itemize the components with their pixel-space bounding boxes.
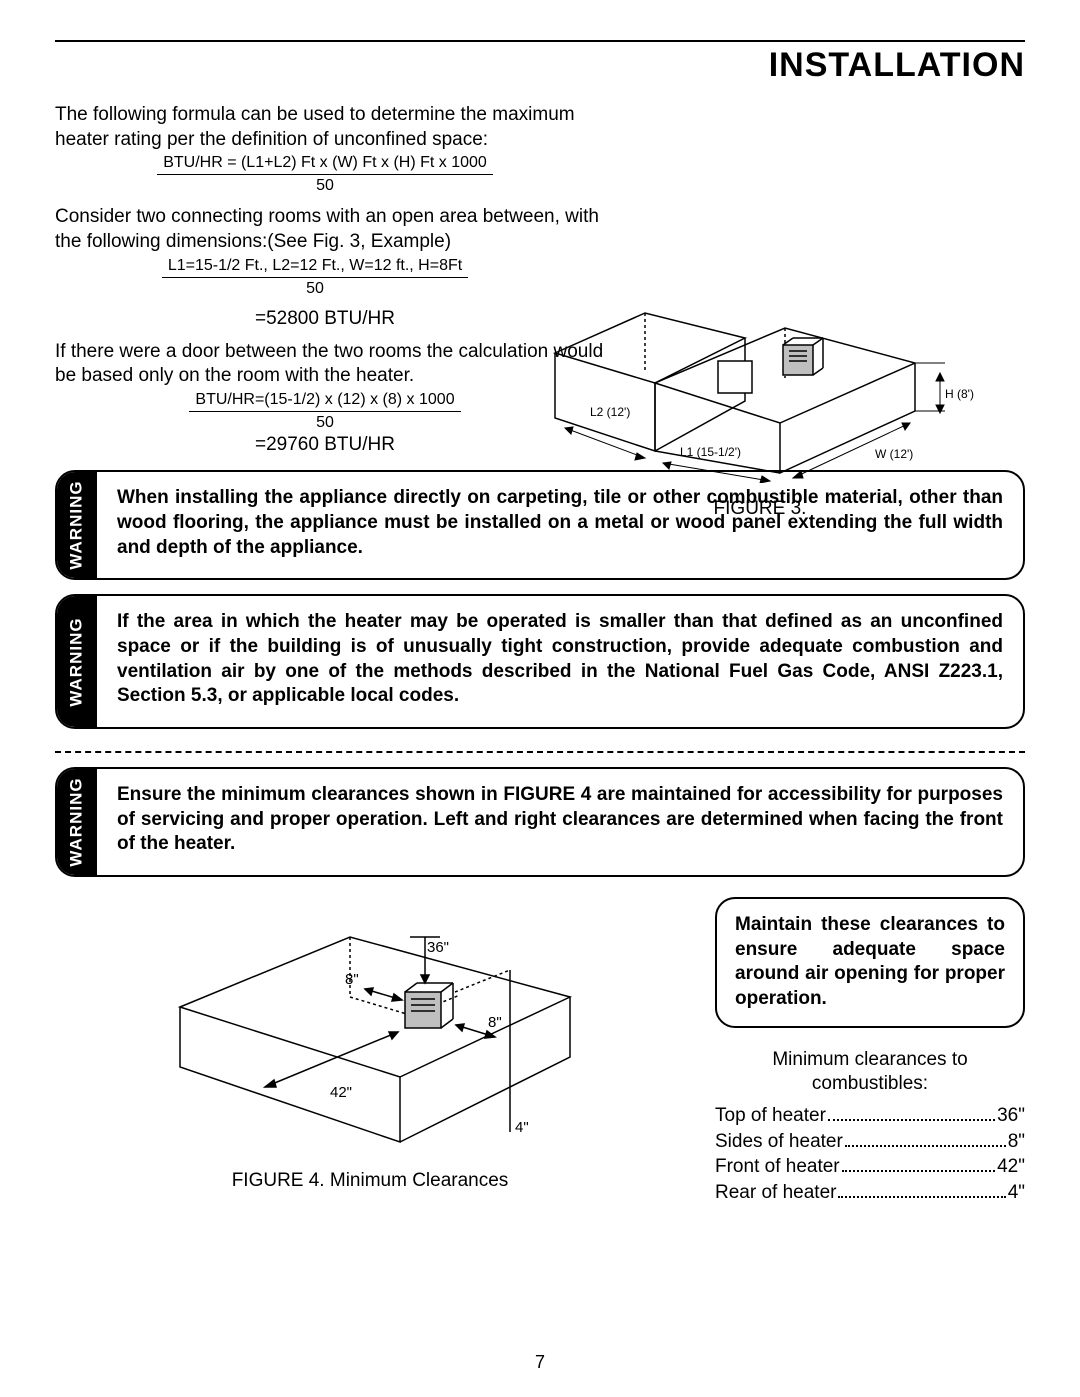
warning-tab: WARNING [57, 596, 97, 727]
warning-tab: WARNING [57, 769, 97, 875]
fig4-rear-label: 4" [515, 1119, 529, 1136]
section-divider [55, 751, 1025, 753]
clearance-row: Sides of heater 8" [715, 1129, 1025, 1155]
fig3-l1-label: L1 (15-1/2') [680, 445, 741, 459]
warning-tab: WARNING [57, 472, 97, 578]
formula-3-denom: 50 [155, 414, 495, 432]
formula-2-num: L1=15-1/2 Ft., L2=12 Ft., W=12 ft., H=8F… [162, 257, 468, 278]
figure-4-caption: FIGURE 4. Minimum Clearances [55, 1170, 685, 1192]
formula-1-denom: 50 [95, 177, 555, 195]
warning-3-text: Ensure the minimum clearances shown in F… [97, 769, 1023, 875]
warning-box-3: WARNING Ensure the minimum clearances sh… [55, 767, 1025, 877]
figure-3: L2 (12') L1 (15-1/2') W (12') H (8') FIG… [545, 283, 975, 520]
door-paragraph: If there were a door between the two roo… [55, 340, 615, 389]
intro-paragraph: The following formula can be used to det… [55, 103, 615, 152]
page-title: INSTALLATION [55, 46, 1025, 85]
clearance-heading: Minimum clearances to combustibles: [715, 1048, 1025, 1097]
fig4-side-l-label: 8" [345, 971, 359, 988]
fig3-w-label: W (12') [875, 447, 913, 461]
clearance-list: Top of heater 36" Sides of heater 8" Fro… [715, 1103, 1025, 1206]
example-intro: Consider two connecting rooms with an op… [55, 205, 615, 254]
fig3-l2-label: L2 (12') [590, 405, 630, 419]
fig4-top-label: 36" [427, 939, 449, 956]
figure-3-caption: FIGURE 3. [545, 498, 975, 520]
formula-2: L1=15-1/2 Ft., L2=12 Ft., W=12 ft., H=8F… [135, 257, 495, 298]
figure-4: 36" 8" 8" 42" 4" FIGURE 4. Minimum Clear… [55, 897, 685, 1206]
formula-3: BTU/HR=(15-1/2) x (12) x (8) x 1000 50 [155, 391, 495, 432]
fig4-front-label: 42" [330, 1084, 352, 1101]
formula-3-num: BTU/HR=(15-1/2) x (12) x (8) x 1000 [189, 391, 460, 412]
fig3-h-label: H (8') [945, 387, 974, 401]
warning-2-text: If the area in which the heater may be o… [97, 596, 1023, 727]
formula-1: BTU/HR = (L1+L2) Ft x (W) Ft x (H) Ft x … [95, 154, 555, 195]
formula-1-num: BTU/HR = (L1+L2) Ft x (W) Ft x (H) Ft x … [157, 154, 493, 175]
page-number: 7 [0, 1352, 1080, 1373]
clearance-row: Rear of heater 4" [715, 1180, 1025, 1206]
warning-box-2: WARNING If the area in which the heater … [55, 594, 1025, 729]
fig4-side-r-label: 8" [488, 1014, 502, 1031]
formula-2-denom: 50 [135, 280, 495, 298]
clearance-row: Front of heater 42" [715, 1154, 1025, 1180]
clearance-row: Top of heater 36" [715, 1103, 1025, 1129]
maintain-box: Maintain these clearances to ensure adeq… [715, 897, 1025, 1028]
